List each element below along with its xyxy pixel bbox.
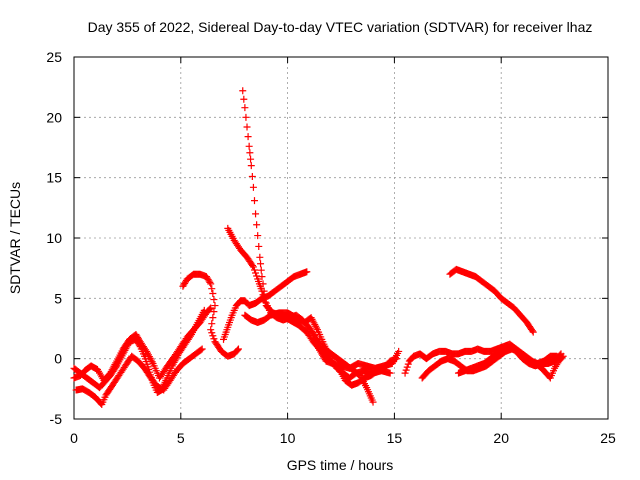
data-point — [255, 242, 263, 250]
series-arc2 — [72, 345, 206, 409]
data-point — [257, 266, 265, 274]
series-arc9 — [309, 335, 401, 389]
y-tick-label: 0 — [54, 351, 62, 367]
data-point — [393, 355, 401, 363]
data-point — [556, 351, 564, 359]
data-point — [209, 332, 217, 340]
y-tick-label: -5 — [50, 411, 63, 427]
series-arc3 — [70, 304, 215, 384]
data-point — [529, 328, 537, 336]
series-arc12 — [446, 265, 537, 336]
series-arc7 — [220, 268, 311, 343]
chart-title: Day 355 of 2022, Sidereal Day-to-day VTE… — [88, 19, 593, 35]
data-point — [210, 335, 218, 343]
data-point — [206, 278, 214, 286]
data-point — [254, 232, 262, 240]
x-axis-ticks: 0 5 10 15 20 25 — [70, 57, 616, 446]
data-point — [148, 358, 156, 366]
data-point — [245, 142, 253, 150]
data-point — [208, 320, 216, 328]
data-point — [403, 363, 411, 371]
data-point — [234, 345, 242, 353]
data-point — [252, 269, 260, 277]
data-point — [207, 304, 215, 312]
series-arc13 — [454, 343, 565, 377]
data-point — [402, 366, 410, 374]
data-point — [198, 345, 206, 353]
data-point — [313, 324, 321, 332]
data-point — [209, 290, 217, 298]
data-point — [234, 346, 242, 354]
data-point — [112, 359, 120, 367]
x-tick-label: 5 — [177, 430, 185, 446]
data-point — [207, 280, 215, 288]
data-point — [247, 162, 255, 170]
data-point — [248, 172, 256, 180]
data-point — [249, 263, 257, 271]
data-point — [240, 95, 248, 103]
series-arc5 — [239, 87, 377, 406]
data-point — [386, 369, 394, 377]
data-point — [395, 347, 403, 355]
data-series — [70, 87, 567, 409]
data-point — [208, 329, 216, 337]
data-point — [247, 155, 255, 163]
y-axis-ticks: -5 0 5 10 15 20 25 — [46, 49, 608, 427]
data-point — [404, 360, 412, 368]
series-arc4 — [179, 270, 242, 360]
data-point — [243, 123, 251, 131]
x-tick-label: 15 — [387, 430, 403, 446]
series-arc1 — [70, 306, 208, 396]
data-point — [253, 221, 261, 229]
x-tick-label: 0 — [70, 430, 78, 446]
data-point — [239, 87, 247, 95]
data-point — [257, 260, 265, 268]
data-point — [246, 149, 254, 157]
y-tick-label: 15 — [46, 170, 62, 186]
data-point — [250, 197, 258, 205]
data-point — [197, 346, 205, 354]
data-point — [252, 210, 260, 218]
y-tick-label: 20 — [46, 109, 62, 125]
y-axis-label: SDTVAR / TECUs — [7, 182, 23, 294]
data-point — [244, 133, 252, 141]
data-point — [249, 262, 257, 270]
x-tick-label: 10 — [280, 430, 296, 446]
data-point — [210, 296, 218, 304]
data-point — [256, 253, 264, 261]
x-tick-label: 25 — [600, 430, 616, 446]
y-tick-label: 10 — [46, 230, 62, 246]
y-tick-label: 5 — [54, 290, 62, 306]
x-axis-label: GPS time / hours — [287, 457, 394, 473]
y-tick-label: 25 — [46, 49, 62, 65]
data-point — [206, 305, 214, 313]
data-point — [258, 273, 266, 281]
data-point — [210, 308, 218, 316]
data-point — [258, 287, 266, 295]
x-tick-label: 20 — [493, 430, 509, 446]
series-arc10 — [401, 340, 567, 382]
data-point — [253, 272, 261, 280]
data-point — [250, 266, 258, 274]
data-point — [207, 326, 215, 334]
data-point — [249, 183, 257, 191]
data-point — [303, 268, 311, 276]
data-point — [557, 350, 565, 358]
data-point — [528, 327, 536, 335]
data-point — [242, 113, 250, 121]
data-point — [208, 285, 216, 293]
data-point — [211, 302, 219, 310]
data-point — [401, 369, 409, 377]
data-point — [369, 398, 377, 406]
data-point — [241, 104, 249, 112]
data-point — [209, 314, 217, 322]
